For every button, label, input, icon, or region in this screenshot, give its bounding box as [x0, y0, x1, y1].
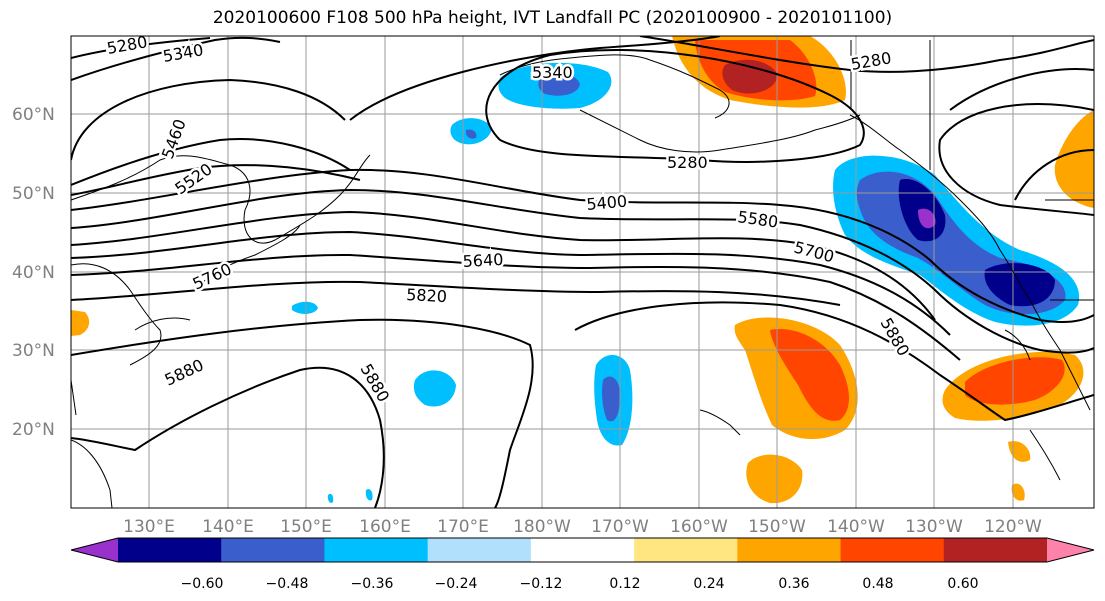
lat-label: 50°N [12, 184, 55, 204]
contour-label: 5820 [406, 285, 448, 306]
lon-label: 130°E [123, 517, 175, 537]
colorbar-tick-label: −0.12 [520, 576, 563, 592]
chart-title: 2020100600 F108 500 hPa height, IVT Land… [212, 8, 893, 28]
lat-label: 40°N [12, 263, 55, 283]
map-frame [70, 35, 1095, 509]
contour-label: 5280 [667, 153, 708, 172]
colorbar-tick-label: −0.36 [351, 576, 394, 592]
colorbar-ticks: −0.60 −0.48 −0.36 −0.24 −0.12 0.12 0.24 … [181, 576, 979, 592]
colorbar-tick-label: 0.60 [947, 576, 978, 592]
colorbar-segment [943, 538, 1048, 562]
colorbar-tick-label: 0.36 [778, 576, 809, 592]
colorbar-tick-label: 0.48 [862, 576, 893, 592]
lon-label: 130°W [905, 517, 963, 537]
colorbar-tick-label: 0.12 [609, 576, 640, 592]
colorbar-tick-label: −0.24 [435, 576, 478, 592]
lon-label: 170°E [437, 517, 489, 537]
colorbar-tick-label: −0.60 [181, 576, 224, 592]
colorbar-segment [221, 538, 325, 562]
colorbar-extension-min [71, 538, 118, 562]
contour-label: 5340 [532, 63, 573, 82]
ivt-shading [71, 36, 1094, 504]
lon-label: 170°W [591, 517, 649, 537]
lon-label: 140°E [202, 517, 254, 537]
colorbar-segment [427, 538, 532, 562]
lat-label: 20°N [12, 420, 55, 440]
gridlines [71, 36, 1094, 508]
lon-label: 120°W [984, 517, 1042, 537]
contour-label: 5640 [462, 250, 504, 271]
lon-label: 150°E [280, 517, 332, 537]
colorbar-segment [634, 538, 738, 562]
colorbar-segment [737, 538, 842, 562]
colorbar-tick-label: 0.24 [693, 576, 724, 592]
colorbar-segment [324, 538, 429, 562]
colorbar-segment [840, 538, 945, 562]
colorbar-segment [530, 538, 635, 562]
height-contours [71, 36, 1094, 508]
longitude-labels: 130°E 140°E 150°E 160°E 170°E 180°W 170°… [123, 517, 1042, 537]
lon-label: 140°W [827, 517, 885, 537]
contour-label: 5400 [586, 192, 628, 214]
latitude-labels: 60°N 50°N 40°N 30°N 20°N [12, 105, 55, 440]
lon-label: 180°W [513, 517, 571, 537]
lon-label: 160°W [670, 517, 728, 537]
coastlines [71, 40, 1094, 508]
colorbar-segment [118, 538, 222, 562]
colorbar-tick-label: −0.48 [266, 576, 309, 592]
colorbar-outline [70, 537, 1095, 563]
lon-label: 160°E [359, 517, 411, 537]
colorbar [70, 537, 1095, 563]
lat-label: 30°N [12, 341, 55, 361]
lon-label: 150°W [748, 517, 806, 537]
colorbar-extension-max [1047, 538, 1094, 562]
lat-label: 60°N [12, 105, 55, 125]
